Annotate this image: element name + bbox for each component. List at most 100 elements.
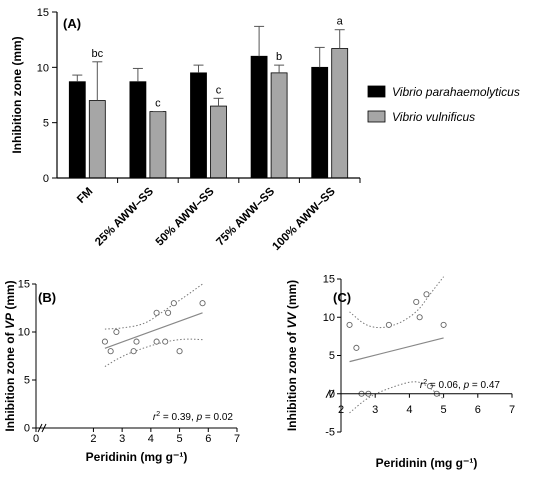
stat-text: , (458, 380, 464, 391)
stat-r-superscript: 2 (156, 411, 160, 418)
bar (270, 72, 288, 179)
y-axis-label: Inhibition zone of VP (mm) (3, 280, 17, 431)
y-axis-label: Inhibition zone of VV (mm) (285, 280, 299, 431)
data-point (153, 338, 160, 345)
y-axis-label-text: Inhibition zone of (285, 329, 299, 432)
axis-break-mark (325, 389, 331, 398)
x-tick-label: 4 (406, 404, 412, 416)
data-point (113, 328, 120, 336)
x-tick-label: 7 (234, 433, 240, 445)
legend-entry-label: Vibrio parahaemolyticus (392, 85, 520, 99)
bar (68, 81, 86, 179)
x-tick-label: 7 (509, 404, 515, 416)
regression-line (349, 337, 444, 363)
bar (88, 100, 106, 179)
x-tick-label: 3 (119, 433, 125, 445)
stat-p-value: 0.02 (214, 412, 234, 423)
y-axis-label-text: (mm) (285, 280, 299, 313)
stat-r-symbol: r (420, 380, 424, 391)
confidence-band (349, 276, 444, 329)
x-tick-label: 2 (338, 404, 344, 416)
y-axis-label-text: (mm) (3, 280, 17, 313)
data-point (426, 383, 433, 390)
data-point (413, 298, 420, 306)
data-point (130, 348, 137, 355)
y-tick-label: 0 (43, 173, 49, 185)
y-tick-label: 0 (329, 388, 335, 400)
stat-r2-value: 0.39 (172, 412, 192, 423)
x-tick-label: 5 (177, 433, 183, 445)
significance-letter: c (216, 84, 222, 96)
x-tick-label: 4 (148, 433, 154, 445)
regression-line (104, 312, 203, 349)
stat-text: , (191, 412, 197, 423)
confidence-band (349, 381, 444, 414)
y-axis-label: Inhibition zone (mm) (10, 36, 24, 153)
data-point (165, 309, 172, 316)
y-tick-label: 15 (323, 274, 335, 286)
significance-letter: b (276, 51, 282, 63)
legend-entry-label: Vibrio vulnificus (392, 110, 475, 124)
confidence-band (104, 283, 203, 330)
stat-text: = (469, 380, 480, 391)
bar (149, 111, 167, 179)
x-axis-label: Peridinin (mg g⁻¹) (86, 450, 188, 464)
panel-c-scatter: (C) -5 0 5 10 15 2 3 4 5 6 7 Peridinin (mg g⁻¹) Inhib… (285, 274, 515, 471)
y-tick-label: 5 (24, 375, 30, 387)
regression-stats: r2 = 0.06, p = 0.47 (420, 379, 501, 391)
bar (129, 81, 147, 179)
y-tick-label: 15 (37, 7, 49, 19)
data-point (423, 291, 430, 298)
regression-stats: r2 = 0.39, p = 0.02 (153, 411, 234, 423)
x-tick-label: 6 (205, 433, 211, 445)
x-tick-label: 6 (475, 404, 481, 416)
bar (331, 48, 349, 179)
y-axis-label-italic: VV (285, 312, 299, 329)
data-point (133, 338, 140, 345)
axis-break-mark (329, 389, 335, 398)
significance-letter: a (337, 16, 344, 28)
stat-p-value: 0.47 (481, 380, 501, 391)
panel-label: (B) (38, 290, 56, 305)
axis-break-mark (41, 423, 47, 433)
bar (190, 72, 207, 179)
panel-b-scatter: (B) 0 5 10 15 0 2 3 4 5 6 7 Peridinin (mg g⁻¹) Inhibi… (3, 279, 240, 465)
x-tick-label: 0 (33, 433, 39, 445)
stat-p-symbol: p (463, 380, 470, 391)
y-tick-label: 10 (323, 312, 335, 324)
axis-break-mark (37, 423, 43, 433)
bar (250, 55, 268, 179)
legend-swatch (367, 110, 386, 123)
x-tick-label: 2 (90, 433, 96, 445)
data-point (176, 348, 183, 355)
x-tick-label: 5 (441, 404, 447, 416)
x-category-label: 100% AWW–SS (270, 185, 338, 253)
y-axis-label-italic: VP (3, 312, 17, 329)
significance-letter: c (155, 98, 161, 110)
y-tick-label: 15 (18, 279, 30, 291)
stat-text: = (202, 412, 213, 423)
data-point (153, 309, 160, 316)
stat-p-symbol: p (196, 412, 203, 423)
y-axis-label-text: Inhibition zone of (3, 329, 17, 432)
data-point (101, 338, 108, 345)
data-point (346, 321, 353, 328)
data-point (440, 321, 447, 328)
data-point (385, 321, 392, 328)
significance-letter: bc (91, 48, 103, 60)
x-axis-label: Peridinin (mg g⁻¹) (376, 456, 478, 470)
panel-a-label: (A) (63, 16, 81, 31)
x-category-label: 50% AWW–SS (154, 185, 217, 248)
data-point (107, 348, 114, 355)
stat-text: = (160, 412, 171, 423)
y-tick-label: 10 (18, 327, 30, 339)
bar (210, 105, 227, 179)
panel-label: (C) (333, 290, 351, 305)
data-point (353, 344, 360, 351)
y-tick-label: 10 (37, 62, 49, 74)
data-point (170, 300, 177, 307)
data-point (162, 338, 169, 345)
legend-swatch (367, 85, 386, 98)
